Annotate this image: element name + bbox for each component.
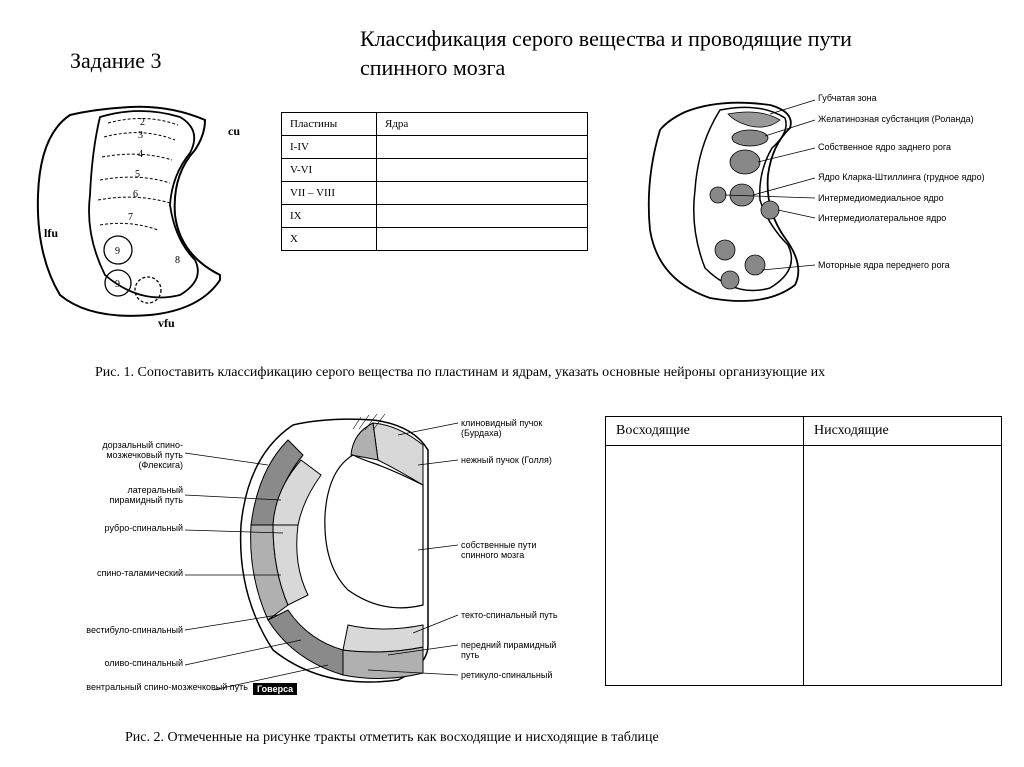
svg-text:8: 8 [175, 255, 180, 266]
table2-header-1: Восходящие [606, 417, 804, 446]
table1-header-1: Пластины [282, 113, 377, 136]
table1-cell [377, 136, 588, 159]
svg-text:9: 9 [115, 279, 120, 290]
tract-label: латеральный пирамидный путь [78, 485, 183, 505]
figure-2-tracts: дорзальный спино-мозжечковый путь (Флекс… [78, 400, 568, 705]
svg-text:9: 9 [115, 246, 120, 257]
nucleus-label: Губчатая зона [818, 93, 877, 103]
table-laminae-nuclei: Пластины Ядра I-IV V-VI VII – VIII IX X [281, 112, 588, 251]
nucleus-label: Моторные ядра переднего рога [818, 260, 950, 270]
table1-cell: V-VI [282, 159, 377, 182]
tract-label: рубро-спинальный [78, 523, 183, 533]
table1-cell: VII – VIII [282, 182, 377, 205]
label-lfu: lfu [44, 226, 58, 240]
figure-1-right-nuclei: Губчатая зона Желатинозная субстанция (Р… [640, 90, 1010, 310]
nucleus-label: Интермедиолатеральное ядро [818, 213, 946, 223]
figure-1-left-laminae: 2 3 4 5 6 7 8 9 9 cu lfu vfu [30, 95, 260, 330]
tract-label: ретикуло-спинальный [461, 670, 552, 680]
table1-cell: IX [282, 205, 377, 228]
nucleus-label: Ядро Кларка-Штиллинга (грудное ядро) [818, 172, 985, 182]
table1-cell: I-IV [282, 136, 377, 159]
govers-label: Говерса [253, 683, 297, 695]
main-title: Классификация серого вещества и проводящ… [360, 25, 920, 82]
table2-cell [804, 446, 1002, 686]
svg-text:3: 3 [138, 130, 143, 141]
tract-label: собственные пути спинного мозга [461, 540, 566, 560]
svg-text:7: 7 [128, 212, 133, 223]
table1-cell [377, 159, 588, 182]
svg-text:6: 6 [133, 189, 138, 200]
task-label: Задание 3 [70, 48, 162, 74]
table1-cell [377, 228, 588, 251]
nucleus-label: Собственное ядро заднего рога [818, 142, 951, 152]
tract-label: вестибуло-спинальный [78, 625, 183, 635]
label-cu: cu [228, 124, 240, 138]
figure-2-caption: Рис. 2. Отмеченные на рисунке тракты отм… [125, 730, 659, 746]
svg-text:5: 5 [135, 169, 140, 180]
table1-header-2: Ядра [377, 113, 588, 136]
svg-text:4: 4 [138, 149, 143, 160]
table2-header-2: Нисходящие [804, 417, 1002, 446]
nucleus-label: Интермедиомедиальное ядро [818, 193, 944, 203]
table2-cell [606, 446, 804, 686]
tract-label: дорзальный спино-мозжечковый путь (Флекс… [78, 440, 183, 470]
nucleus-label: Желатинозная субстанция (Роланда) [818, 114, 974, 124]
tract-label: передний пирамидный путь [461, 640, 568, 660]
table-ascending-descending: Восходящие Нисходящие [605, 416, 1002, 686]
label-vfu: vfu [158, 316, 175, 330]
table1-cell: X [282, 228, 377, 251]
tract-label: клиновидный пучок (Бурдаха) [461, 418, 568, 438]
tract-label: текто-спинальный путь [461, 610, 558, 620]
svg-text:2: 2 [140, 117, 145, 128]
table1-cell [377, 205, 588, 228]
tract-label: оливо-спинальный [78, 658, 183, 668]
figure-1-caption: Рис. 1. Сопоставить классификацию серого… [95, 365, 825, 381]
table1-cell [377, 182, 588, 205]
tract-label: спино-таламический [78, 568, 183, 578]
tract-label: вентральный спино-мозжечковый путь [78, 682, 248, 692]
tract-label: нежный пучок (Голля) [461, 455, 552, 465]
